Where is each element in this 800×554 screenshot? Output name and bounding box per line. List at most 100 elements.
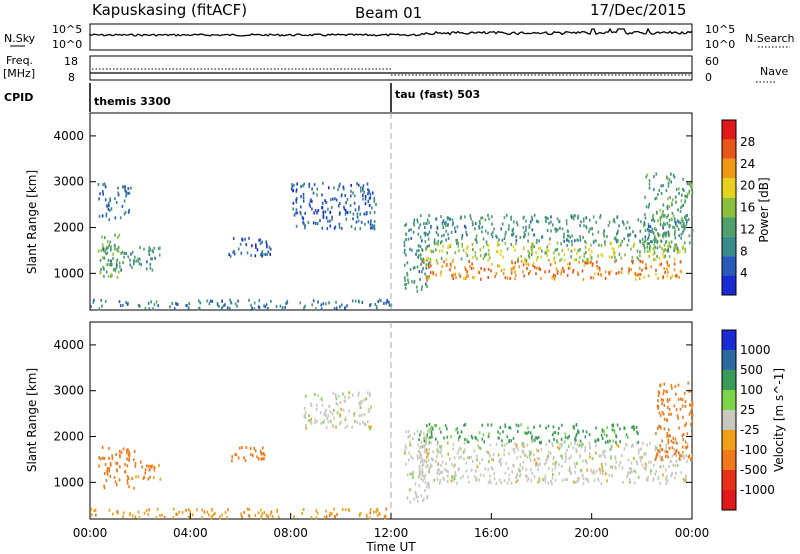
scatter-cell-7 [608, 272, 611, 276]
scatter-cell-3 [250, 453, 252, 456]
scatter-cell-5 [300, 212, 302, 216]
scatter-cell-4 [367, 407, 370, 411]
scatter-cell-6 [421, 457, 423, 461]
scatter-cell-9 [435, 217, 438, 221]
scatter-cell-8 [530, 253, 533, 257]
scatter-cell-5 [345, 201, 347, 205]
scatter-cell-6 [641, 463, 644, 467]
scatter-cell-7 [465, 275, 468, 279]
scatter-cell-9 [625, 226, 627, 230]
scatter-cell-8 [479, 254, 482, 258]
scatter-cell-0 [109, 240, 111, 244]
scatter-cell-7 [634, 277, 637, 281]
scatter-cell-9 [682, 229, 685, 233]
scatter-cell-4 [266, 253, 268, 257]
scatter-cell-7 [563, 270, 565, 273]
scatter-cell-10 [668, 232, 671, 236]
scatter-cell-3 [229, 306, 231, 310]
scatter-cell-7 [455, 428, 457, 432]
scatter-cell-9 [446, 217, 449, 221]
scatter-cell-4 [325, 408, 327, 412]
scatter-cell-9 [416, 218, 419, 222]
scatter-cell-6 [586, 461, 588, 465]
scatter-cell-9 [508, 224, 510, 228]
scatter-cell-0 [114, 269, 117, 273]
scatter-cell-1 [151, 464, 154, 468]
scatter-cell-2 [116, 511, 119, 515]
scatter-cell-10 [675, 243, 678, 247]
scatter-cell-8 [649, 249, 651, 253]
scatter-cell-3 [346, 304, 348, 308]
scatter-cell-6 [431, 457, 433, 461]
scatter-cell-7 [471, 436, 474, 440]
scatter-cell-7 [556, 271, 559, 275]
scatter-cell-2 [181, 510, 184, 514]
scatter-cell-8 [496, 243, 499, 247]
scatter-cell-6 [605, 472, 607, 476]
scatter-cell-2 [104, 182, 106, 186]
scatter-cell-6 [558, 472, 560, 475]
scatter-cell-8 [673, 258, 676, 261]
scatter-cell-0 [110, 273, 112, 277]
scatter-cell-4 [241, 238, 244, 242]
scatter-cell-1 [137, 475, 140, 479]
y-tick-label: 3000 [53, 384, 84, 398]
scatter-cell-6 [686, 442, 689, 446]
scatter-cell-6 [593, 478, 596, 482]
scatter-cell-10 [676, 224, 679, 228]
scatter-cell-7 [596, 260, 598, 264]
scatter-cell-0 [103, 456, 106, 460]
scatter-cell-7 [680, 270, 683, 274]
scatter-cell-9 [557, 228, 559, 232]
scatter-cell-7 [569, 266, 571, 270]
scatter-cell-9 [504, 233, 507, 237]
scatter-cell-10 [667, 214, 669, 217]
scatter-cell-7 [633, 426, 636, 430]
scatter-cell-6 [561, 442, 563, 446]
scatter-cell-9 [447, 236, 450, 240]
scatter-cell-8 [632, 244, 635, 248]
scatter-cell-3 [311, 303, 313, 307]
scatter-cell-5 [375, 203, 377, 206]
scatter-cell-10 [660, 191, 663, 195]
scatter-cell-1 [129, 258, 131, 262]
scatter-cell-6 [641, 456, 643, 459]
scatter-cell-6 [513, 464, 515, 468]
scatter-cell-3 [254, 449, 257, 453]
scatter-cell-5 [409, 434, 411, 438]
scatter-cell-1 [106, 246, 109, 250]
scatter-cell-0 [103, 486, 106, 490]
scatter-cell-5 [290, 187, 293, 191]
scatter-cell-6 [655, 446, 658, 450]
scatter-cell-5 [370, 222, 372, 226]
scatter-cell-8 [528, 251, 530, 255]
scatter-cell-6 [591, 457, 594, 461]
scatter-cell-8 [544, 251, 546, 255]
scatter-cell-6 [655, 469, 657, 473]
scatter-cell-8 [456, 242, 458, 246]
scatter-cell-4 [333, 408, 335, 412]
scatter-cell-9 [503, 237, 506, 240]
scatter-cell-8 [666, 418, 669, 422]
scatter-cell-10 [665, 231, 668, 235]
scatter-cell-9 [522, 235, 525, 239]
scatter-cell-9 [532, 233, 535, 237]
scatter-cell-5 [338, 184, 340, 188]
scatter-cell-6 [637, 475, 640, 479]
scatter-cell-5 [330, 198, 332, 201]
scatter-cell-10 [681, 204, 683, 208]
scatter-cell-5 [418, 456, 421, 460]
scatter-cell-9 [616, 240, 618, 244]
scatter-cell-3 [351, 299, 354, 303]
scatter-cell-9 [664, 231, 666, 235]
scatter-cell-3 [236, 304, 238, 308]
scatter-cell-2 [329, 511, 331, 515]
scatter-cell-9 [572, 217, 575, 221]
scatter-cell-10 [682, 225, 685, 229]
scatter-cell-5 [354, 227, 356, 231]
scatter-cell-9 [550, 220, 552, 224]
scatter-cell-5 [356, 215, 359, 219]
scatter-cell-6 [673, 452, 675, 456]
scatter-cell-6 [439, 451, 442, 455]
scatter-cell-7 [466, 270, 468, 274]
